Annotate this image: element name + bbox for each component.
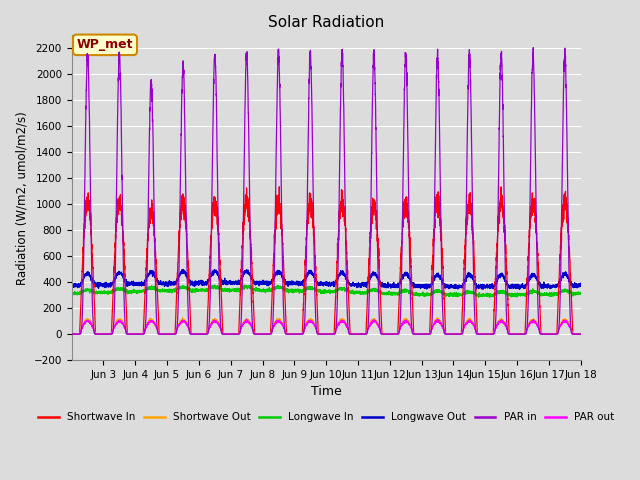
Text: WP_met: WP_met	[77, 38, 133, 51]
Y-axis label: Radiation (W/m2, umol/m2/s): Radiation (W/m2, umol/m2/s)	[15, 111, 28, 285]
Title: Solar Radiation: Solar Radiation	[268, 15, 385, 30]
X-axis label: Time: Time	[311, 385, 342, 398]
Legend: Shortwave In, Shortwave Out, Longwave In, Longwave Out, PAR in, PAR out: Shortwave In, Shortwave Out, Longwave In…	[34, 408, 618, 426]
